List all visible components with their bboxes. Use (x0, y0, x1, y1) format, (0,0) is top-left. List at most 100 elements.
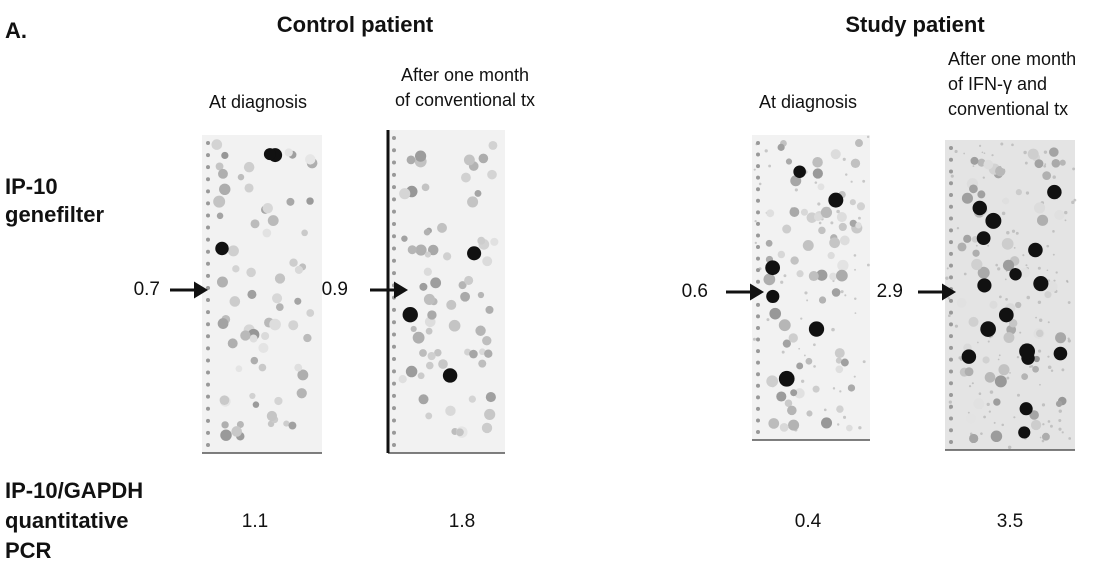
blot-dot (1002, 197, 1010, 205)
blot-speckle (862, 179, 866, 183)
blot-dot-dark (1033, 276, 1049, 292)
blot-dot (776, 391, 787, 402)
blot-speckle (1050, 369, 1054, 372)
blot-speckle (1046, 269, 1049, 272)
blot-dot (213, 195, 226, 208)
blot-dot (297, 369, 309, 381)
blot-edge-dot (392, 234, 396, 239)
blot-dot-dark (1047, 184, 1062, 200)
blot-edge-dot (756, 325, 760, 330)
blot-speckle (1071, 200, 1075, 205)
blot-dot (835, 365, 844, 374)
blot-speckle (831, 327, 835, 332)
blot-speckle (1064, 210, 1068, 215)
blot-speckle (1025, 191, 1030, 195)
blot-dot (855, 222, 862, 229)
blot-dot (306, 197, 314, 205)
blot-edge-dot (206, 273, 210, 278)
blot-dot-dark (765, 260, 781, 276)
blot-edge-dot (949, 181, 953, 186)
blot-speckle (1047, 355, 1050, 358)
blot-dot (294, 265, 303, 275)
blot-speckle (813, 343, 816, 347)
blot-edge-dot (206, 249, 210, 254)
blot-speckle (983, 152, 986, 154)
blot-dot (463, 154, 475, 166)
blot-speckle (1041, 403, 1046, 407)
blot-speckle (843, 415, 847, 419)
blot-dot (274, 396, 283, 406)
blot-edge-dot (206, 177, 210, 182)
blot-edge-dot (756, 406, 760, 411)
blot-dot (289, 258, 298, 267)
blot-edge-dot (392, 172, 396, 177)
blot-dot (484, 349, 493, 358)
blot-speckle (999, 295, 1002, 299)
blot-edge-dot (392, 271, 396, 276)
blot-edge-dot (206, 382, 210, 387)
blot-dot (994, 375, 1007, 388)
blot-speckle (1053, 279, 1056, 282)
blot-dot (288, 320, 299, 331)
blot-dot-dark (1019, 402, 1033, 416)
blot-dot (1003, 332, 1015, 344)
blot-speckle (1073, 198, 1077, 202)
blot-edge-dot (392, 393, 396, 398)
blot-dot (1033, 355, 1040, 363)
blot-dot (258, 342, 269, 353)
blot-speckle (858, 216, 861, 220)
blot-dot (261, 331, 270, 341)
blot-dot (956, 297, 967, 308)
blot-speckle (989, 390, 994, 394)
blot-speckle (950, 174, 954, 178)
blot-dot (808, 271, 819, 282)
blot-speckle (768, 164, 772, 168)
blot-edge-dot (206, 237, 210, 242)
blot-speckle (853, 254, 857, 257)
blot-dot (813, 212, 823, 222)
blot-dot (839, 235, 850, 246)
blot-speckle (1047, 420, 1051, 423)
blot-edge-dot (392, 443, 396, 447)
blot-speckle (991, 154, 994, 157)
blot-dot (215, 162, 224, 171)
blot-speckle (980, 432, 983, 435)
blot-edge-dot (756, 279, 760, 284)
blot-dot (250, 356, 259, 365)
genefilter-blot (202, 135, 322, 454)
blot-speckle (862, 360, 866, 364)
blot-edge-dot (756, 175, 760, 180)
blot-speckle (1044, 163, 1047, 166)
blot-dot (481, 422, 493, 434)
genefilter-blot (945, 140, 1077, 451)
blot-dot (406, 155, 416, 165)
blot-dot (410, 325, 417, 333)
blot-edge-dot (949, 169, 953, 174)
blot-dot (478, 359, 487, 368)
blot-edge-dot (206, 261, 210, 266)
blot-speckle (1038, 349, 1042, 353)
blot-edge-dot (756, 268, 760, 273)
blot-dot (993, 398, 1001, 406)
blot-dot (769, 307, 782, 320)
blot-edge-dot (206, 334, 210, 339)
blot-dot (971, 258, 983, 271)
blot-edge-dot (949, 251, 953, 256)
blot-edge-dot (392, 332, 396, 337)
blot-speckle (800, 317, 803, 320)
blot-dot (768, 418, 780, 429)
blot-dot-dark (1018, 426, 1031, 439)
blot-speckle (818, 221, 822, 225)
blot-speckle (997, 267, 1001, 271)
group-title: Study patient (845, 12, 985, 37)
blot-dot (1021, 365, 1031, 375)
blot-dot (235, 365, 243, 373)
blot-speckle (998, 354, 1001, 357)
row-label: IP-10/GAPDH (5, 478, 143, 503)
blot-dot (827, 251, 835, 260)
blot-dot (477, 291, 485, 299)
blot-speckle (1024, 161, 1028, 165)
arrow (170, 281, 208, 299)
blot-speckle (986, 402, 990, 407)
